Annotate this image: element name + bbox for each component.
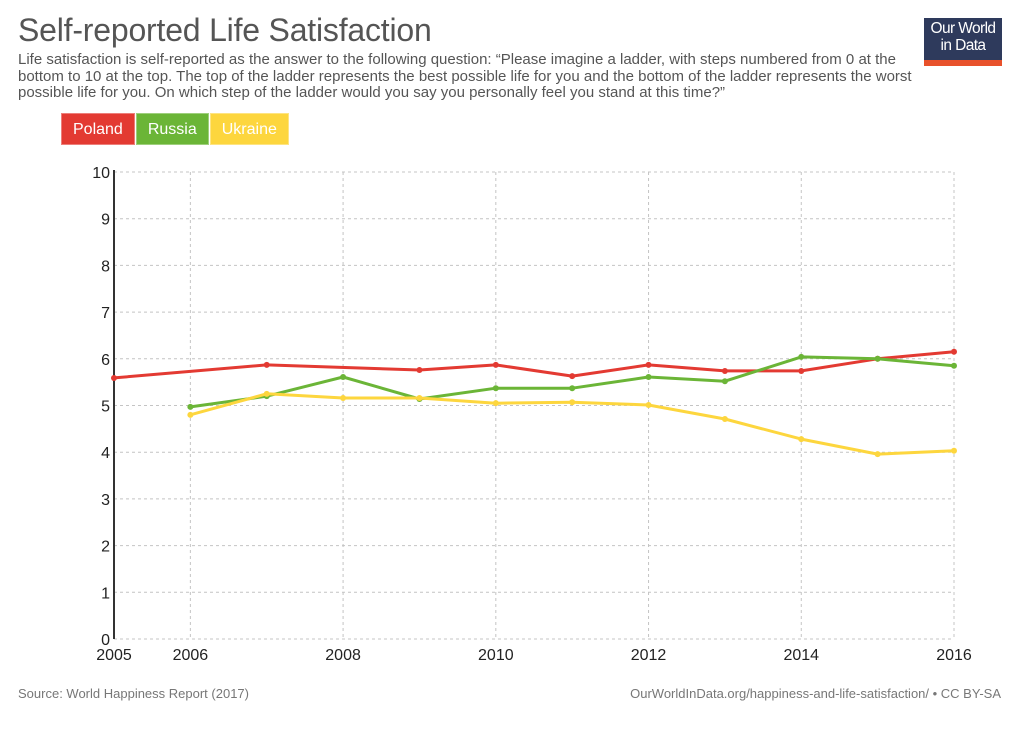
y-tick-label: 9 xyxy=(101,212,110,229)
data-point-ukraine[interactable] xyxy=(951,447,957,454)
data-point-poland[interactable] xyxy=(492,361,499,368)
data-point-poland[interactable] xyxy=(263,361,270,368)
source-note: Source: World Happiness Report (2017) xyxy=(18,686,249,701)
y-tick-label: 8 xyxy=(101,258,110,275)
data-point-poland[interactable] xyxy=(798,367,805,374)
data-point-ukraine[interactable] xyxy=(721,416,728,423)
legend-item-russia[interactable]: Russia xyxy=(135,113,209,145)
y-tick-label: 1 xyxy=(101,585,110,602)
x-tick-label: 2010 xyxy=(478,647,514,664)
data-point-russia[interactable] xyxy=(951,362,957,369)
x-tick-label: 2005 xyxy=(96,647,132,664)
chart-title: Self-reported Life Satisfaction xyxy=(18,12,432,48)
data-point-ukraine[interactable] xyxy=(187,411,194,418)
data-point-russia[interactable] xyxy=(874,355,881,362)
data-point-russia[interactable] xyxy=(187,403,194,410)
data-point-ukraine[interactable] xyxy=(874,451,881,458)
series-ukraine[interactable] xyxy=(187,390,957,458)
data-point-ukraine[interactable] xyxy=(416,395,423,402)
owid-logo[interactable]: Our World in Data xyxy=(924,18,1002,66)
source-link[interactable]: OurWorldInData.org/happiness-and-life-sa… xyxy=(630,686,1001,701)
y-tick-label: 2 xyxy=(101,539,110,556)
data-point-poland[interactable] xyxy=(416,367,423,374)
data-point-poland[interactable] xyxy=(721,367,728,374)
y-tick-label: 4 xyxy=(101,445,110,462)
data-point-russia[interactable] xyxy=(798,353,805,360)
data-point-ukraine[interactable] xyxy=(798,436,805,443)
data-point-ukraine[interactable] xyxy=(492,400,499,407)
y-tick-label: 3 xyxy=(101,492,110,509)
x-tick-label: 2016 xyxy=(936,647,972,664)
series-line-poland[interactable] xyxy=(112,350,956,380)
legend: Poland Russia Ukraine xyxy=(61,113,289,145)
x-tick-label: 2014 xyxy=(783,647,819,664)
data-point-ukraine[interactable] xyxy=(263,390,270,397)
y-tick-label: 0 xyxy=(101,632,110,649)
logo-text: Our World in Data xyxy=(924,20,1002,54)
y-tick-label: 6 xyxy=(101,352,110,369)
x-tick-label: 2012 xyxy=(631,647,667,664)
grid xyxy=(114,171,955,640)
chart-subtitle: Life satisfaction is self-reported as th… xyxy=(18,51,912,101)
y-tick-label: 10 xyxy=(92,165,110,182)
data-point-russia[interactable] xyxy=(492,385,499,392)
logo-line-2: in Data xyxy=(940,37,987,54)
y-tick-label: 7 xyxy=(101,305,110,322)
series-poland[interactable] xyxy=(111,348,957,381)
series xyxy=(111,348,957,458)
data-point-russia[interactable] xyxy=(721,378,728,385)
data-point-ukraine[interactable] xyxy=(645,402,652,409)
data-point-poland[interactable] xyxy=(951,348,957,355)
x-tick-label: 2008 xyxy=(325,647,361,664)
data-point-poland[interactable] xyxy=(111,374,117,381)
axes: 0 1 2 3 4 5 6 7 8 9 10 2005 2006 2008 2010 2012 2014 2016 xyxy=(92,165,972,664)
data-point-russia[interactable] xyxy=(569,385,576,392)
logo-accent-bar xyxy=(924,60,1002,66)
data-point-russia[interactable] xyxy=(645,374,652,381)
data-point-ukraine[interactable] xyxy=(340,395,347,402)
data-point-ukraine[interactable] xyxy=(569,399,576,406)
data-point-poland[interactable] xyxy=(569,373,576,380)
y-tick-label: 5 xyxy=(101,399,110,416)
logo-line-1: Our World xyxy=(930,20,997,37)
legend-item-poland[interactable]: Poland xyxy=(61,113,135,145)
data-point-russia[interactable] xyxy=(340,374,347,381)
legend-item-ukraine[interactable]: Ukraine xyxy=(209,113,289,145)
data-point-poland[interactable] xyxy=(645,361,652,368)
x-tick-label: 2006 xyxy=(173,647,209,664)
